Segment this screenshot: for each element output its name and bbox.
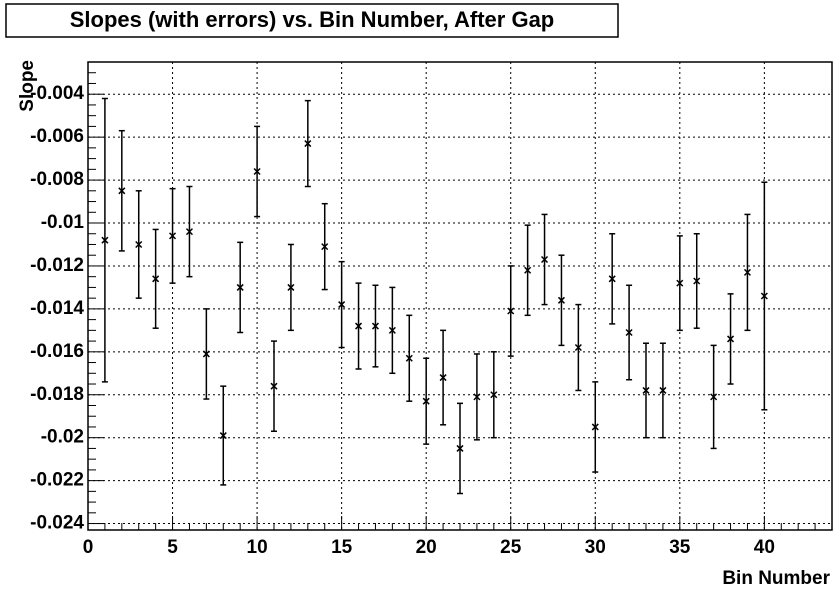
marker bbox=[659, 386, 667, 394]
marker bbox=[135, 240, 143, 249]
marker bbox=[338, 301, 346, 309]
marker bbox=[287, 283, 295, 291]
marker bbox=[507, 307, 515, 315]
x-tick-label: 15 bbox=[331, 537, 353, 558]
marker bbox=[743, 268, 751, 276]
marker bbox=[439, 374, 447, 382]
x-tick-label: 0 bbox=[83, 537, 94, 558]
y-tick-label: -0.008 bbox=[30, 169, 84, 190]
marker bbox=[760, 292, 768, 300]
y-tick-label: -0.012 bbox=[30, 255, 84, 276]
x-tick-label: 25 bbox=[500, 537, 522, 558]
marker bbox=[541, 255, 549, 264]
marker bbox=[169, 232, 177, 240]
y-tick-label: -0.01 bbox=[41, 212, 85, 233]
marker bbox=[642, 386, 650, 394]
marker bbox=[185, 228, 193, 236]
y-tick-label: -0.016 bbox=[30, 341, 84, 362]
marker bbox=[321, 243, 329, 251]
marker bbox=[101, 236, 109, 244]
marker bbox=[625, 328, 633, 337]
marker bbox=[219, 432, 227, 440]
y-tick-label: -0.014 bbox=[30, 298, 84, 319]
y-axis-label: Slope bbox=[17, 60, 38, 112]
marker bbox=[608, 275, 616, 283]
marker bbox=[574, 343, 582, 352]
x-tick-label: 10 bbox=[247, 537, 268, 558]
marker bbox=[405, 354, 413, 362]
title-box bbox=[5, 3, 619, 38]
x-tick-label: 40 bbox=[754, 537, 775, 558]
y-tick-label: -0.018 bbox=[30, 384, 84, 405]
y-tick-label: -0.006 bbox=[30, 126, 84, 147]
marker bbox=[524, 266, 532, 274]
marker bbox=[422, 397, 430, 405]
marker bbox=[693, 277, 701, 285]
marker bbox=[202, 350, 210, 358]
marker bbox=[591, 423, 599, 431]
x-axis-label: Bin Number bbox=[722, 568, 830, 589]
marker bbox=[118, 187, 126, 195]
marker bbox=[710, 393, 718, 401]
x-tick-label: 5 bbox=[167, 537, 178, 558]
marker bbox=[253, 167, 261, 176]
marker bbox=[490, 391, 498, 399]
x-tick-label: 30 bbox=[585, 537, 606, 558]
marker bbox=[236, 283, 244, 291]
marker bbox=[371, 322, 379, 330]
y-tick-label: -0.022 bbox=[30, 470, 84, 491]
marker bbox=[473, 393, 481, 401]
chart-title: Slopes (with errors) vs. Bin Number, Aft… bbox=[70, 7, 555, 32]
y-tick-label: -0.024 bbox=[30, 513, 84, 534]
marker bbox=[557, 296, 565, 304]
marker bbox=[676, 279, 684, 287]
y-tick-label: -0.004 bbox=[30, 83, 84, 104]
x-tick-label: 35 bbox=[669, 537, 691, 558]
marker bbox=[270, 382, 278, 390]
marker bbox=[304, 140, 312, 148]
marker bbox=[456, 444, 464, 452]
x-tick-label: 20 bbox=[416, 537, 437, 558]
marker bbox=[355, 322, 363, 330]
marker bbox=[152, 275, 160, 283]
marker bbox=[727, 335, 735, 343]
plot-frame bbox=[87, 61, 833, 531]
y-tick-label: -0.02 bbox=[41, 427, 84, 448]
marker bbox=[388, 326, 396, 334]
